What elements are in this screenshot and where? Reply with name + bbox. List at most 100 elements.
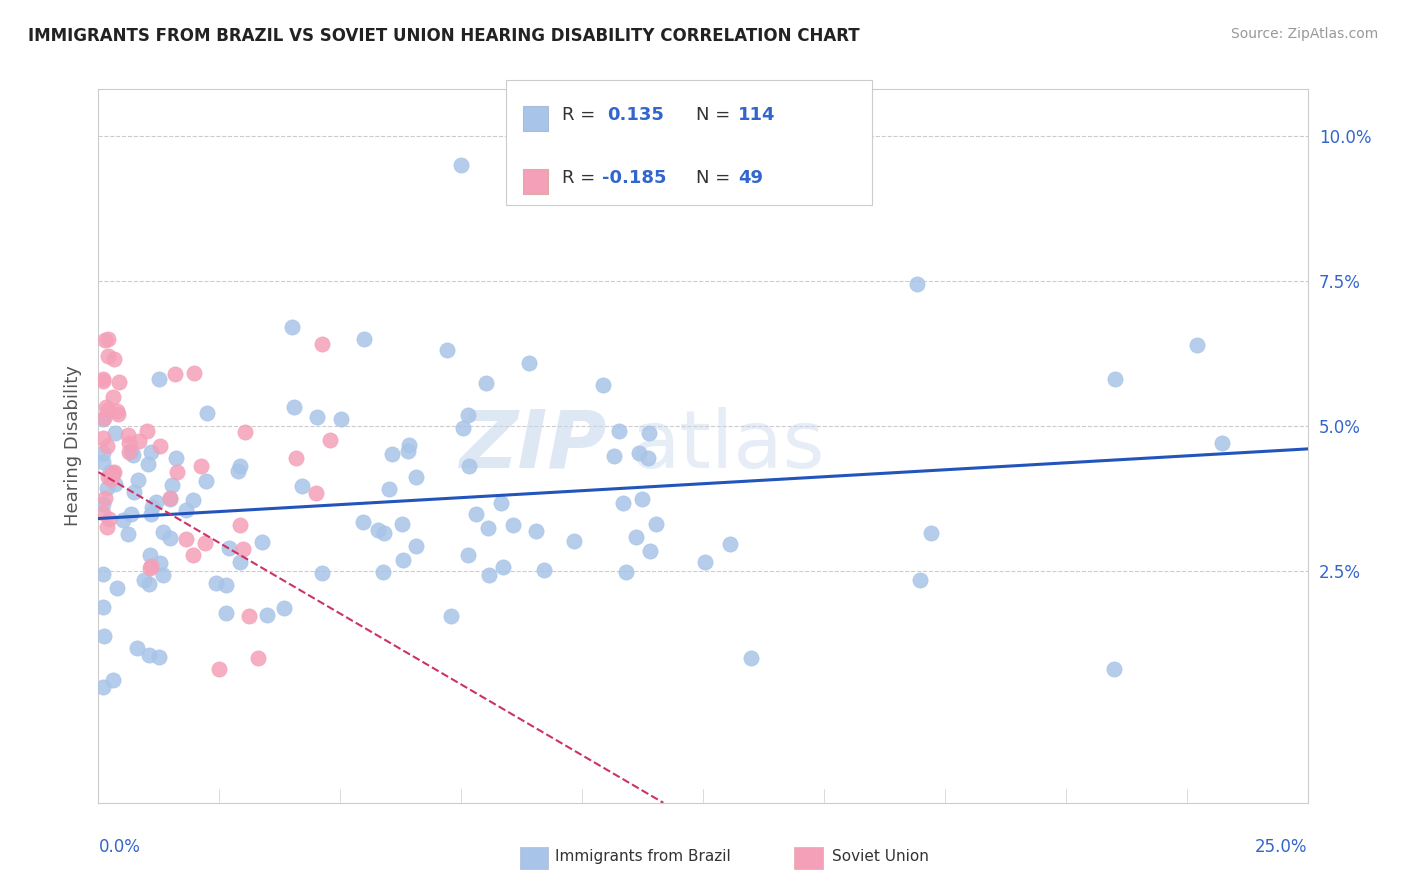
Point xyxy=(396,444,419,458)
Point xyxy=(440,608,463,623)
Point xyxy=(371,565,394,579)
Text: ZIP: ZIP xyxy=(458,407,606,485)
Point xyxy=(228,459,250,474)
Text: Soviet Union: Soviet Union xyxy=(832,849,929,863)
Point xyxy=(215,578,238,592)
Point xyxy=(159,491,181,506)
Point xyxy=(118,435,141,450)
Point xyxy=(94,401,117,415)
Text: R =: R = xyxy=(562,169,596,186)
Text: IMMIGRANTS FROM BRAZIL VS SOVIET UNION HEARING DISABILITY CORRELATION CHART: IMMIGRANTS FROM BRAZIL VS SOVIET UNION H… xyxy=(28,27,859,45)
Point xyxy=(163,367,186,381)
Point xyxy=(475,376,498,390)
Point xyxy=(159,531,181,545)
Point xyxy=(125,640,148,655)
Point xyxy=(208,662,231,676)
Point xyxy=(118,445,141,459)
Point xyxy=(135,424,157,438)
Point xyxy=(305,409,328,424)
Point xyxy=(139,561,162,575)
Point xyxy=(905,277,928,292)
Point xyxy=(602,450,624,464)
Point xyxy=(305,486,328,500)
Point xyxy=(238,608,260,623)
Point xyxy=(252,535,274,549)
Point xyxy=(132,574,155,588)
Point xyxy=(141,500,163,515)
Point xyxy=(139,445,162,459)
Point xyxy=(160,478,183,492)
Point xyxy=(612,496,634,510)
Point xyxy=(637,450,659,465)
Point xyxy=(93,629,115,643)
Point xyxy=(405,539,427,553)
Point xyxy=(283,400,305,414)
Point xyxy=(718,537,741,551)
Point xyxy=(103,351,125,366)
Point xyxy=(107,404,129,418)
Point xyxy=(215,606,238,620)
Text: R =: R = xyxy=(562,106,596,124)
Point xyxy=(436,343,458,358)
Point xyxy=(450,158,472,172)
Point xyxy=(373,526,395,541)
Point xyxy=(152,568,174,582)
Text: atlas: atlas xyxy=(630,407,825,485)
Point xyxy=(183,366,205,380)
Text: 0.0%: 0.0% xyxy=(98,838,141,856)
Point xyxy=(638,425,661,440)
Point xyxy=(91,455,114,469)
Point xyxy=(311,566,333,580)
Point xyxy=(614,566,637,580)
Point xyxy=(105,581,128,595)
Point xyxy=(91,412,114,426)
Point xyxy=(148,372,170,386)
Point xyxy=(103,466,125,480)
Point xyxy=(398,437,420,451)
Point xyxy=(139,559,162,574)
Point xyxy=(1185,338,1208,352)
Point xyxy=(640,544,662,558)
Point xyxy=(91,599,114,614)
Point xyxy=(159,491,181,505)
Point xyxy=(232,542,254,557)
Point xyxy=(517,356,540,370)
Point xyxy=(128,434,150,449)
Point xyxy=(97,470,120,484)
Point xyxy=(273,601,295,615)
Point xyxy=(91,567,114,582)
Point xyxy=(228,464,250,478)
Point xyxy=(148,439,170,453)
Point xyxy=(165,450,187,465)
Text: 49: 49 xyxy=(738,169,763,186)
Point xyxy=(1211,435,1233,450)
Point xyxy=(609,425,631,439)
Point xyxy=(100,472,122,486)
Point xyxy=(166,465,188,479)
Text: N =: N = xyxy=(696,106,730,124)
Point xyxy=(524,524,547,539)
Point xyxy=(104,477,127,491)
Point xyxy=(174,533,197,547)
Point xyxy=(98,512,121,526)
Point xyxy=(311,337,333,351)
Point xyxy=(138,648,160,663)
Point xyxy=(631,492,654,507)
Text: N =: N = xyxy=(696,169,730,186)
Point xyxy=(367,524,389,538)
Point xyxy=(458,458,481,473)
Text: 25.0%: 25.0% xyxy=(1256,838,1308,856)
Point xyxy=(104,426,127,441)
Text: 114: 114 xyxy=(738,106,776,124)
Point xyxy=(136,457,159,471)
Point xyxy=(195,406,218,420)
Point xyxy=(96,520,118,534)
Y-axis label: Hearing Disability: Hearing Disability xyxy=(63,366,82,526)
Point xyxy=(910,573,932,587)
Point xyxy=(91,497,114,511)
Point xyxy=(352,515,374,529)
Point xyxy=(195,474,218,488)
Text: -0.185: -0.185 xyxy=(602,169,666,186)
Point xyxy=(204,576,226,591)
Point xyxy=(194,535,217,549)
